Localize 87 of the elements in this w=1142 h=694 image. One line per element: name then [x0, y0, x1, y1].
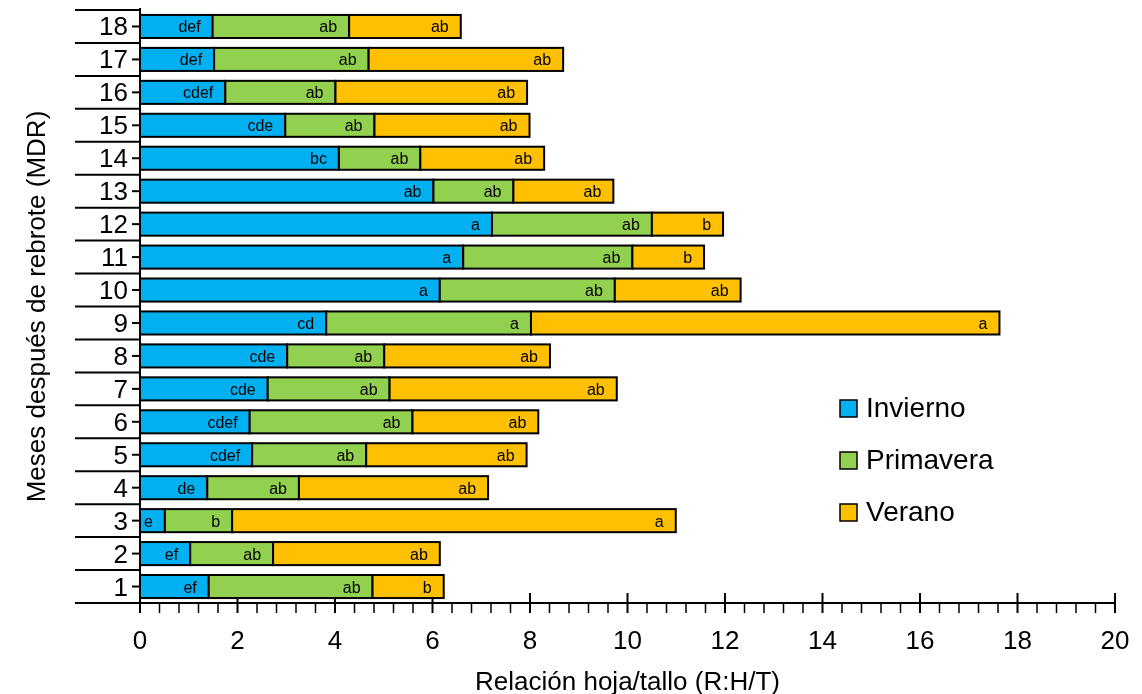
x-tick-label: 4: [327, 625, 343, 655]
data-label: cdef: [183, 84, 214, 102]
data-label: ab: [354, 347, 373, 365]
data-label: a: [471, 216, 481, 234]
data-label: ef: [164, 545, 179, 563]
data-label: a: [442, 249, 452, 267]
data-label: ab: [458, 479, 477, 497]
x-tick-label: 12: [710, 625, 740, 655]
data-label: def: [178, 18, 202, 36]
data-label: ab: [410, 545, 428, 563]
data-label: ab: [342, 578, 361, 596]
data-label: ab: [710, 282, 729, 300]
x-tick-label: 14: [808, 625, 837, 655]
data-label: ab: [586, 380, 605, 398]
data-label: b: [211, 512, 221, 530]
y-tick-label: 4: [113, 472, 128, 503]
data-label: ab: [319, 18, 338, 36]
data-label: a: [510, 314, 520, 332]
data-label: bc: [309, 150, 327, 168]
data-label: ab: [430, 18, 449, 36]
data-label: cdef: [209, 446, 241, 464]
data-label: cde: [229, 380, 256, 398]
data-label: b: [683, 249, 693, 267]
data-label: ab: [585, 282, 603, 300]
y-tick-label: 16: [99, 77, 128, 108]
x-tick-label: 0: [132, 625, 148, 655]
data-label: ab: [533, 51, 552, 69]
data-label: b: [702, 216, 712, 234]
data-label: ab: [344, 117, 363, 135]
data-label: ab: [514, 150, 533, 168]
x-tick-label: 20: [1100, 625, 1130, 655]
data-label: ab: [622, 216, 640, 234]
y-tick-label: 2: [113, 538, 128, 569]
x-tick-label: 18: [1003, 625, 1032, 655]
y-tick-label: 6: [113, 406, 128, 437]
data-label: de: [177, 479, 196, 497]
y-tick-label: 14: [99, 143, 128, 174]
y-tick-label: 13: [99, 176, 128, 207]
y-tick-label: 12: [99, 209, 128, 240]
legend-label: Invierno: [866, 392, 966, 423]
data-label: cde: [249, 347, 276, 365]
data-label: cd: [297, 314, 315, 332]
data-label: cde: [247, 117, 274, 135]
data-label: ef: [183, 578, 198, 596]
data-label: ab: [602, 249, 621, 267]
legend-label: Primavera: [866, 444, 995, 475]
y-tick-label: 18: [99, 11, 128, 42]
x-tick-label: 16: [905, 625, 935, 655]
data-label: a: [978, 314, 988, 332]
data-label: e: [144, 512, 153, 530]
legend-label: Verano: [866, 496, 955, 527]
data-label: ab: [243, 545, 262, 563]
data-label: ab: [499, 117, 518, 135]
x-tick-label: 2: [230, 625, 245, 655]
y-tick-label: 7: [113, 373, 128, 404]
data-label: ab: [336, 446, 355, 464]
y-axis-title: Meses después de rebrote (MDR): [21, 110, 51, 503]
data-label: cdef: [207, 413, 239, 431]
data-label: ab: [359, 380, 378, 398]
y-tick-label: 10: [99, 275, 128, 306]
data-label: ab: [520, 347, 539, 365]
data-label: def: [179, 51, 203, 69]
y-tick-label: 9: [113, 307, 128, 338]
data-label: ab: [338, 51, 357, 69]
y-tick-label: 15: [99, 110, 128, 141]
data-label: ab: [496, 446, 515, 464]
x-tick-label: 10: [613, 625, 642, 655]
data-label: ab: [508, 413, 527, 431]
data-label: a: [418, 282, 428, 300]
y-tick-label: 17: [99, 44, 128, 75]
y-tick-label: 5: [113, 439, 128, 470]
y-tick-label: 8: [113, 340, 128, 371]
y-tick-label: 11: [101, 242, 128, 273]
data-label: ab: [403, 183, 422, 201]
data-label: ab: [483, 183, 502, 201]
x-tick-label: 6: [425, 625, 440, 655]
data-label: a: [654, 512, 664, 530]
data-label: ab: [497, 84, 516, 102]
y-tick-label: 1: [113, 571, 128, 602]
data-label: ab: [583, 183, 602, 201]
data-label: ab: [305, 84, 324, 102]
data-label: ab: [382, 413, 401, 431]
x-tick-label: 8: [522, 625, 538, 655]
data-label: ab: [269, 479, 288, 497]
y-tick-label: 3: [113, 505, 128, 536]
data-label: b: [422, 578, 432, 596]
data-label: ab: [390, 150, 409, 168]
